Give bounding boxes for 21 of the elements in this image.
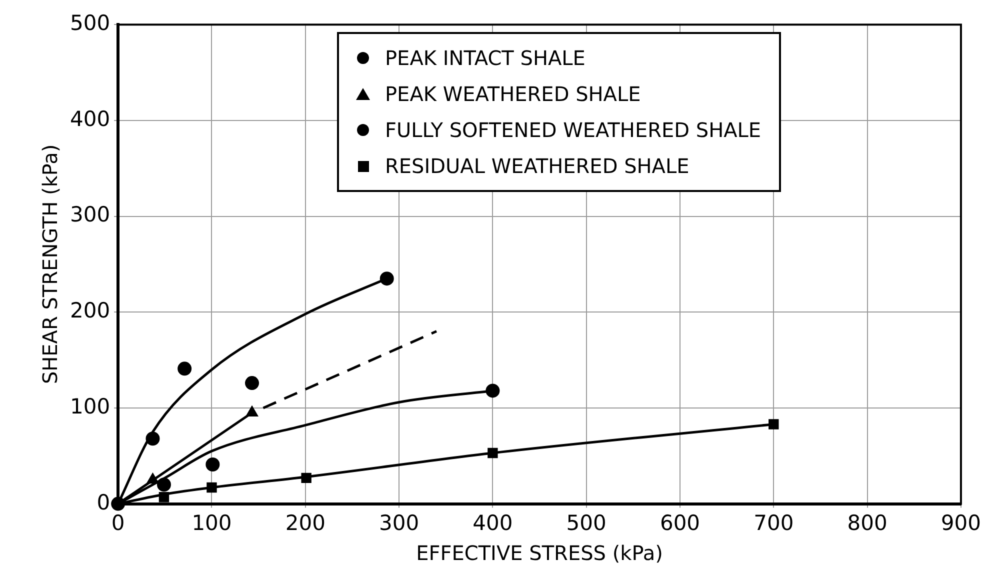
x-tick-label: 300 — [378, 510, 420, 535]
y-tick-label: 0 — [96, 490, 110, 514]
x-tick-label: 500 — [566, 510, 606, 535]
legend-label: FULLY SOFTENED WEATHERED SHALE — [385, 118, 762, 142]
y-tick-label: 200 — [70, 298, 110, 323]
y-tick-label: 500 — [70, 11, 110, 36]
x-tick-label: 400 — [472, 510, 513, 535]
y-tick-label: 300 — [70, 202, 110, 227]
legend-label: PEAK INTACT SHALE — [385, 46, 586, 70]
x-tick-label: 200 — [285, 510, 326, 535]
x-tick-label: 800 — [847, 510, 888, 535]
y-tick-label: 100 — [70, 394, 110, 418]
x-tick-label: 600 — [660, 510, 700, 535]
x-tick-label: 700 — [754, 510, 794, 535]
x-tick-label: 100 — [192, 510, 232, 535]
legend-label: RESIDUAL WEATHERED SHALE — [385, 154, 690, 178]
x-axis-title: EFFECTIVE STRESS (kPa) — [416, 541, 663, 566]
x-tick-label: 900 — [940, 510, 982, 535]
legend-label: PEAK WEATHERED SHALE — [385, 82, 641, 106]
y-axis-title: SHEAR STRENGTH (kPa) — [38, 144, 62, 384]
y-tick-label: 400 — [70, 106, 110, 131]
